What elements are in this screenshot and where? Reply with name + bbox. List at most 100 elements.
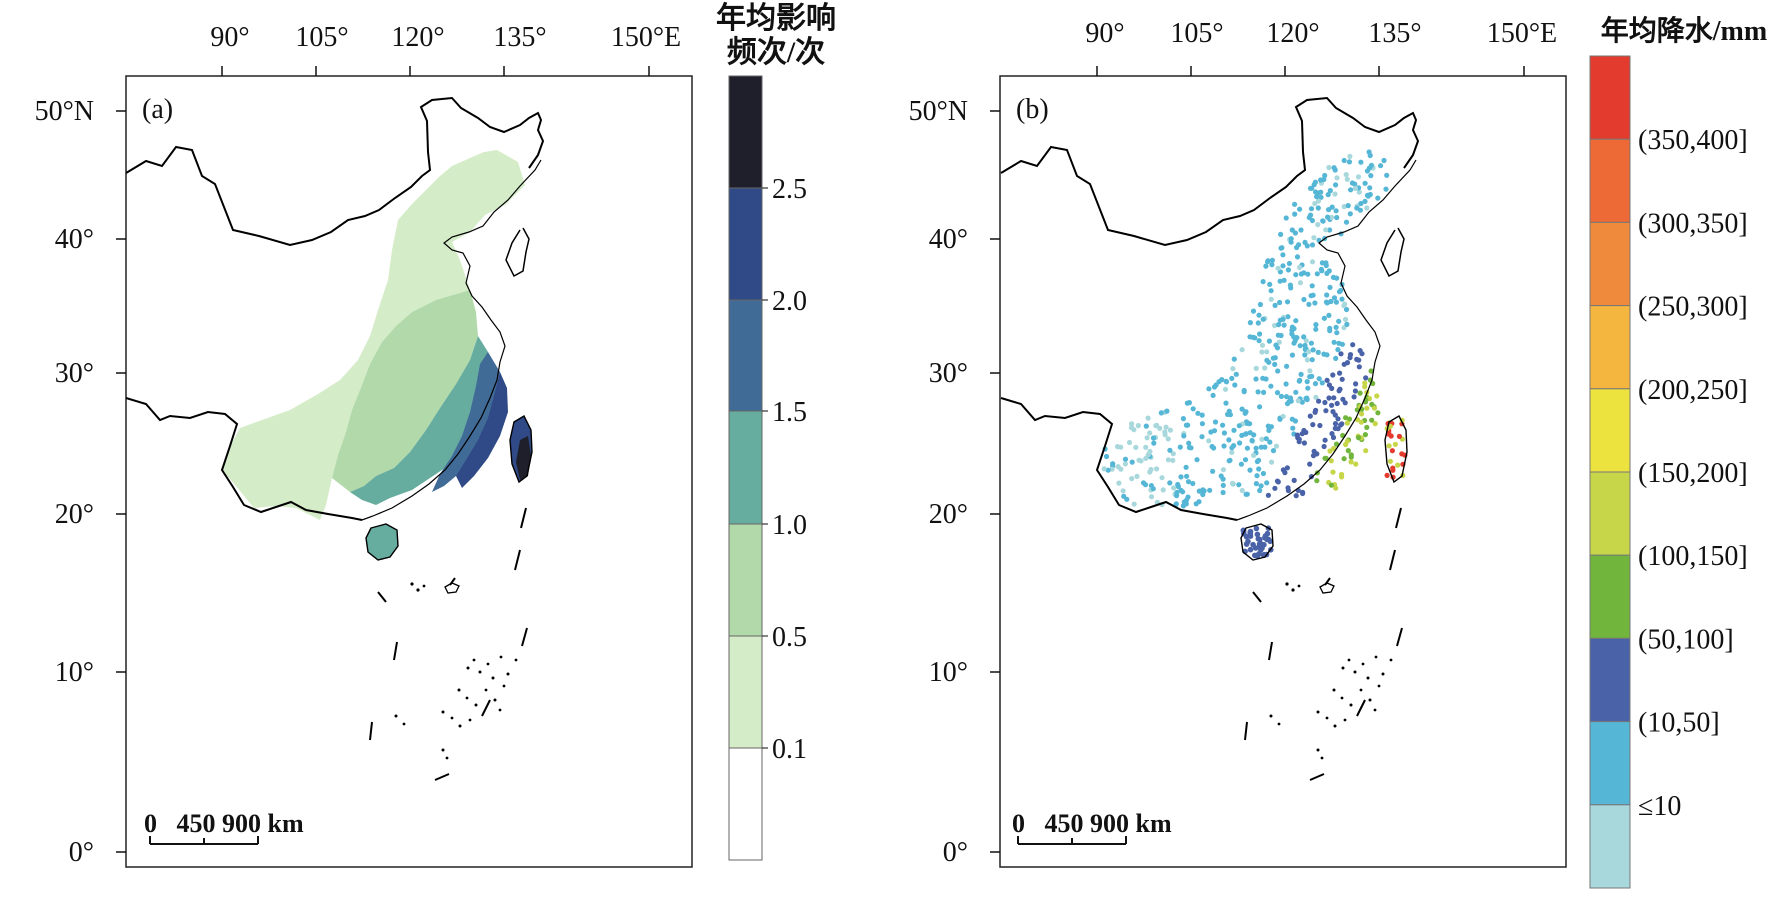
station-point bbox=[1237, 440, 1243, 446]
station-point bbox=[1110, 461, 1116, 467]
station-point bbox=[1229, 375, 1235, 381]
station-point bbox=[1147, 430, 1153, 436]
station-point bbox=[1342, 316, 1349, 322]
station-point bbox=[1323, 408, 1329, 414]
b-lon-tick-90: 90° bbox=[1085, 18, 1124, 49]
station-point bbox=[1331, 395, 1337, 401]
station-point bbox=[1150, 435, 1157, 441]
station-point bbox=[1347, 153, 1353, 159]
station-point bbox=[1327, 284, 1333, 290]
station-point bbox=[1314, 194, 1320, 200]
panel-a-scalebar-label: 0 450 900 km bbox=[144, 809, 304, 838]
station-point bbox=[1307, 461, 1313, 467]
station-point bbox=[1291, 334, 1297, 340]
b-lon-tick-105: 105° bbox=[1170, 18, 1223, 49]
station-point bbox=[1199, 434, 1205, 440]
station-point bbox=[1336, 340, 1342, 346]
station-point bbox=[1256, 338, 1262, 344]
station-point bbox=[1275, 265, 1281, 271]
station-point bbox=[1330, 274, 1337, 280]
station-point bbox=[1264, 530, 1271, 537]
station-point bbox=[1296, 439, 1302, 445]
station-point bbox=[1334, 175, 1340, 181]
station-point bbox=[1265, 258, 1271, 264]
station-point bbox=[1301, 334, 1307, 340]
station-point bbox=[1368, 173, 1374, 179]
station-point bbox=[1303, 338, 1309, 344]
station-point bbox=[1272, 361, 1278, 367]
station-point bbox=[1260, 375, 1266, 381]
station-point bbox=[1336, 289, 1343, 295]
station-point bbox=[1109, 466, 1115, 472]
station-point bbox=[1281, 322, 1287, 328]
station-point bbox=[1181, 433, 1187, 439]
station-point bbox=[1285, 314, 1291, 320]
station-point bbox=[1263, 263, 1269, 269]
station-point bbox=[1178, 487, 1184, 493]
station-point bbox=[1275, 368, 1281, 374]
station-point bbox=[1287, 282, 1293, 288]
station-point bbox=[1239, 347, 1245, 353]
station-point bbox=[1253, 525, 1260, 532]
station-point bbox=[1164, 408, 1170, 414]
station-point bbox=[1329, 402, 1335, 408]
station-point bbox=[1174, 489, 1180, 495]
station-point bbox=[1264, 349, 1270, 355]
station-point bbox=[1280, 316, 1286, 322]
station-point bbox=[1297, 377, 1303, 383]
lat-tick-50: 50°N bbox=[35, 96, 94, 127]
station-point bbox=[1103, 453, 1110, 460]
station-point bbox=[1302, 239, 1308, 245]
station-point bbox=[1348, 459, 1354, 465]
station-point bbox=[1207, 487, 1213, 493]
station-point bbox=[1284, 465, 1290, 471]
station-point bbox=[1236, 423, 1242, 429]
legend-b-class-label: (50,100] bbox=[1638, 624, 1734, 655]
station-point bbox=[1242, 431, 1248, 437]
station-point bbox=[1295, 398, 1301, 404]
station-point bbox=[1209, 443, 1215, 450]
station-point bbox=[1367, 185, 1373, 191]
station-point bbox=[1372, 421, 1378, 427]
lat-tick-10: 10° bbox=[55, 657, 94, 688]
legend-a-title-1: 年均影响 bbox=[716, 2, 836, 35]
station-point bbox=[1242, 410, 1248, 416]
station-point bbox=[1347, 352, 1354, 358]
station-point bbox=[1118, 466, 1124, 472]
station-point bbox=[1175, 483, 1181, 490]
station-point bbox=[1338, 351, 1344, 357]
station-point bbox=[1348, 187, 1354, 193]
station-point bbox=[1143, 423, 1149, 429]
station-point bbox=[1143, 444, 1149, 450]
station-point bbox=[1308, 206, 1315, 212]
zone-1.0-1.5 bbox=[350, 336, 490, 505]
station-point bbox=[1231, 427, 1237, 433]
station-point bbox=[1389, 448, 1395, 454]
panel-b-scalebar-label: 0 450 900 km bbox=[1012, 809, 1172, 838]
legend-b-swatch bbox=[1589, 554, 1631, 639]
legend-b-swatch bbox=[1589, 637, 1631, 723]
station-point bbox=[1167, 427, 1173, 433]
lon-tick-120: 120° bbox=[391, 22, 444, 53]
panel-a: 90° 105° 120° 135° 150°E 50°N 40° 30° 20… bbox=[35, 2, 836, 868]
station-point bbox=[1188, 445, 1194, 451]
station-point bbox=[1274, 390, 1281, 396]
station-point bbox=[1306, 349, 1312, 355]
station-point bbox=[1386, 443, 1392, 449]
station-point bbox=[1307, 413, 1313, 419]
station-point bbox=[1239, 487, 1245, 494]
station-point bbox=[1249, 437, 1255, 444]
station-point bbox=[1349, 180, 1355, 186]
station-point bbox=[1362, 180, 1368, 186]
lon-tick-150: 150°E bbox=[611, 22, 681, 53]
station-point bbox=[1129, 476, 1135, 482]
station-point bbox=[1322, 437, 1328, 443]
station-point bbox=[1350, 342, 1356, 348]
station-point bbox=[1324, 300, 1330, 306]
station-point bbox=[1145, 415, 1151, 421]
station-point bbox=[1185, 479, 1192, 485]
station-point bbox=[1250, 308, 1257, 314]
station-point bbox=[1229, 480, 1236, 486]
station-point bbox=[1120, 488, 1126, 494]
